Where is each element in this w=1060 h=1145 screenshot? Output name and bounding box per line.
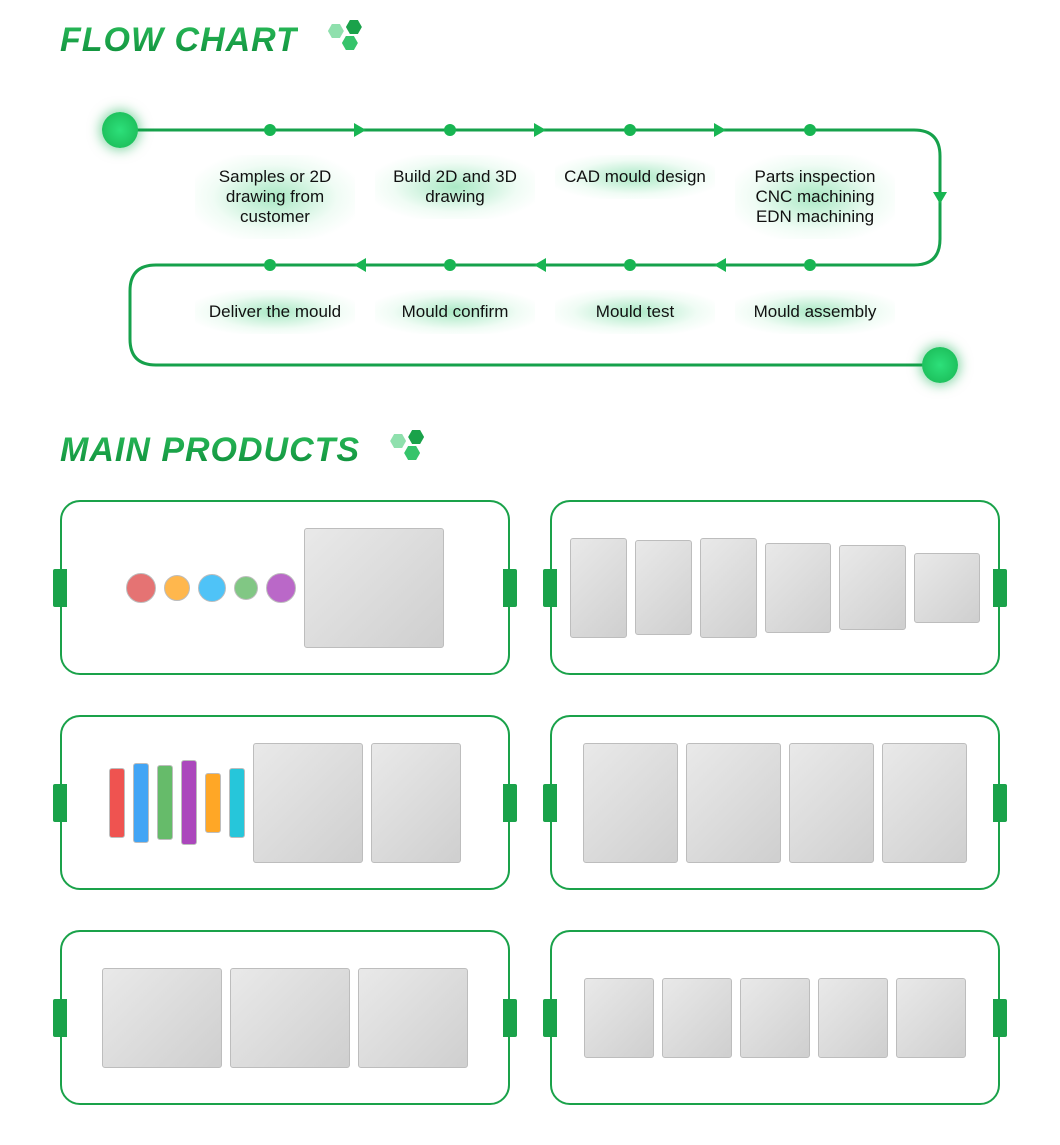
flow-node-dot [444, 259, 456, 271]
placeholder-shape [230, 968, 350, 1068]
card-tab [993, 569, 1007, 607]
product-image-placeholder [570, 515, 980, 660]
flow-step: Mould test [555, 290, 715, 334]
flow-node-dot [624, 124, 636, 136]
placeholder-shape [164, 575, 190, 601]
placeholder-shape [914, 553, 980, 623]
placeholder-shape [635, 540, 692, 635]
hex-icon [390, 430, 440, 470]
placeholder-shape [789, 743, 874, 863]
arrow-right-icon [354, 123, 366, 137]
end-dot [922, 347, 958, 383]
flow-chart-title: FLOW CHART [60, 20, 1060, 60]
placeholder-shape [740, 978, 810, 1058]
placeholder-shape [662, 978, 732, 1058]
card-tab [503, 784, 517, 822]
card-tab [53, 569, 67, 607]
flow-node-dot [804, 259, 816, 271]
product-image-placeholder [80, 945, 490, 1090]
flow-node-dot [624, 259, 636, 271]
placeholder-shape [818, 978, 888, 1058]
placeholder-shape [198, 574, 226, 602]
arrow-left-icon [714, 258, 726, 272]
flow-step: Build 2D and 3D drawing [375, 155, 535, 219]
card-tab [543, 784, 557, 822]
flow-step: Samples or 2D drawing from customer [195, 155, 355, 239]
card-tab [53, 784, 67, 822]
placeholder-shape [882, 743, 967, 863]
product-card [60, 715, 510, 890]
main-products-title: MAIN PRODUCTS [60, 430, 1060, 470]
placeholder-shape [205, 773, 221, 833]
placeholder-shape [700, 538, 757, 638]
placeholder-shape [584, 978, 654, 1058]
placeholder-shape [181, 760, 197, 845]
placeholder-shape [570, 538, 627, 638]
flowchart: Samples or 2D drawing from customer Build… [60, 90, 1020, 390]
arrow-right-icon [714, 123, 726, 137]
product-image-placeholder [80, 730, 490, 875]
product-image-placeholder [570, 730, 980, 875]
placeholder-shape [686, 743, 781, 863]
hex-icon [328, 20, 378, 60]
placeholder-shape [109, 768, 125, 838]
card-tab [503, 999, 517, 1037]
arrow-left-icon [354, 258, 366, 272]
product-card [550, 500, 1000, 675]
placeholder-shape [765, 543, 831, 633]
placeholder-shape [896, 978, 966, 1058]
flow-step: CAD mould design [555, 155, 715, 199]
arrow-down-icon [933, 192, 947, 204]
placeholder-shape [304, 528, 444, 648]
arrow-right-icon [534, 123, 546, 137]
main-products-title-text: MAIN PRODUCTS [60, 431, 360, 470]
placeholder-shape [266, 573, 296, 603]
product-card [60, 930, 510, 1105]
card-tab [993, 784, 1007, 822]
flow-step: Parts inspection CNC machining EDN machi… [735, 155, 895, 239]
placeholder-shape [234, 576, 258, 600]
card-tab [543, 999, 557, 1037]
placeholder-shape [102, 968, 222, 1068]
product-card [60, 500, 510, 675]
placeholder-shape [253, 743, 363, 863]
flow-step: Deliver the mould [195, 290, 355, 334]
placeholder-shape [358, 968, 468, 1068]
flow-node-dot [264, 259, 276, 271]
flow-node-dot [804, 124, 816, 136]
card-tab [993, 999, 1007, 1037]
flow-step: Mould assembly [735, 290, 895, 334]
card-tab [543, 569, 557, 607]
placeholder-shape [157, 765, 173, 840]
product-card [550, 930, 1000, 1105]
placeholder-shape [133, 763, 149, 843]
card-tab [53, 999, 67, 1037]
product-image-placeholder [80, 515, 490, 660]
arrow-left-icon [534, 258, 546, 272]
placeholder-shape [229, 768, 245, 838]
flow-chart-title-text: FLOW CHART [60, 21, 298, 60]
card-tab [503, 569, 517, 607]
placeholder-shape [583, 743, 678, 863]
start-dot [102, 112, 138, 148]
product-card [550, 715, 1000, 890]
placeholder-shape [126, 573, 156, 603]
flow-step: Mould confirm [375, 290, 535, 334]
placeholder-shape [371, 743, 461, 863]
placeholder-shape [839, 545, 905, 630]
products-grid [60, 500, 1000, 1105]
flow-node-dot [444, 124, 456, 136]
product-image-placeholder [570, 945, 980, 1090]
flow-node-dot [264, 124, 276, 136]
